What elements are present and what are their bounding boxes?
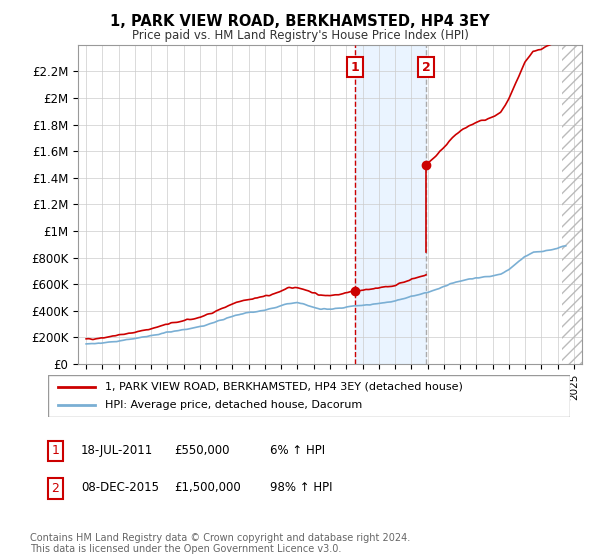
Text: 1, PARK VIEW ROAD, BERKHAMSTED, HP4 3EY: 1, PARK VIEW ROAD, BERKHAMSTED, HP4 3EY [110,14,490,29]
Text: Price paid vs. HM Land Registry's House Price Index (HPI): Price paid vs. HM Land Registry's House … [131,29,469,42]
Text: 1, PARK VIEW ROAD, BERKHAMSTED, HP4 3EY (detached house): 1, PARK VIEW ROAD, BERKHAMSTED, HP4 3EY … [106,382,463,392]
Text: £550,000: £550,000 [174,444,229,458]
Bar [562,45,582,364]
Text: 2: 2 [52,482,59,495]
Text: 6% ↑ HPI: 6% ↑ HPI [270,444,325,458]
Bar [355,45,426,364]
Text: 98% ↑ HPI: 98% ↑ HPI [270,480,332,494]
Text: 1: 1 [350,60,359,74]
FancyBboxPatch shape [48,375,570,417]
Text: 2: 2 [422,60,431,74]
Text: 18-JUL-2011: 18-JUL-2011 [81,444,153,458]
Text: £1,500,000: £1,500,000 [174,480,241,494]
Bar [562,45,582,364]
Text: HPI: Average price, detached house, Dacorum: HPI: Average price, detached house, Daco… [106,400,362,410]
Text: Contains HM Land Registry data © Crown copyright and database right 2024.
This d: Contains HM Land Registry data © Crown c… [30,533,410,554]
Text: 08-DEC-2015: 08-DEC-2015 [81,480,159,494]
Text: 1: 1 [52,444,59,458]
